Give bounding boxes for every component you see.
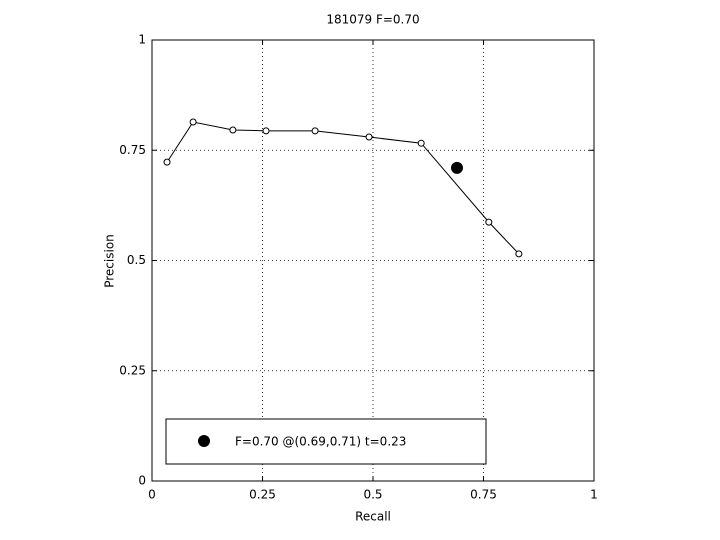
x-tick-label: 0.75 xyxy=(470,488,497,502)
plot-frame xyxy=(151,39,595,482)
x-axis-label: Recall xyxy=(355,510,391,524)
x-tick-label: 1 xyxy=(590,488,598,502)
best-point xyxy=(450,161,463,174)
chart-title: 181079 F=0.70 xyxy=(326,13,419,27)
point xyxy=(189,118,197,126)
x-tick-label: 0.5 xyxy=(363,488,382,502)
y-axis-label: Precision xyxy=(103,234,117,288)
point xyxy=(515,250,523,258)
y-tick-label: 1 xyxy=(138,33,146,47)
x-tick-label: 0.25 xyxy=(249,488,276,502)
legend-marker xyxy=(198,435,210,447)
legend-box xyxy=(165,418,487,465)
y-tick-label: 0 xyxy=(138,474,146,488)
point xyxy=(311,127,319,135)
y-tick-label: 0.25 xyxy=(119,363,146,377)
y-tick-label: 0.5 xyxy=(127,253,146,267)
legend-label: F=0.70 @(0.69,0.71) t=0.23 xyxy=(235,435,406,449)
point xyxy=(262,127,270,135)
point xyxy=(485,218,493,226)
point xyxy=(365,133,373,141)
x-tick-label: 0 xyxy=(148,488,156,502)
point xyxy=(163,158,171,166)
point xyxy=(417,139,425,147)
point xyxy=(229,126,237,134)
y-tick-label: 0.75 xyxy=(119,143,146,157)
